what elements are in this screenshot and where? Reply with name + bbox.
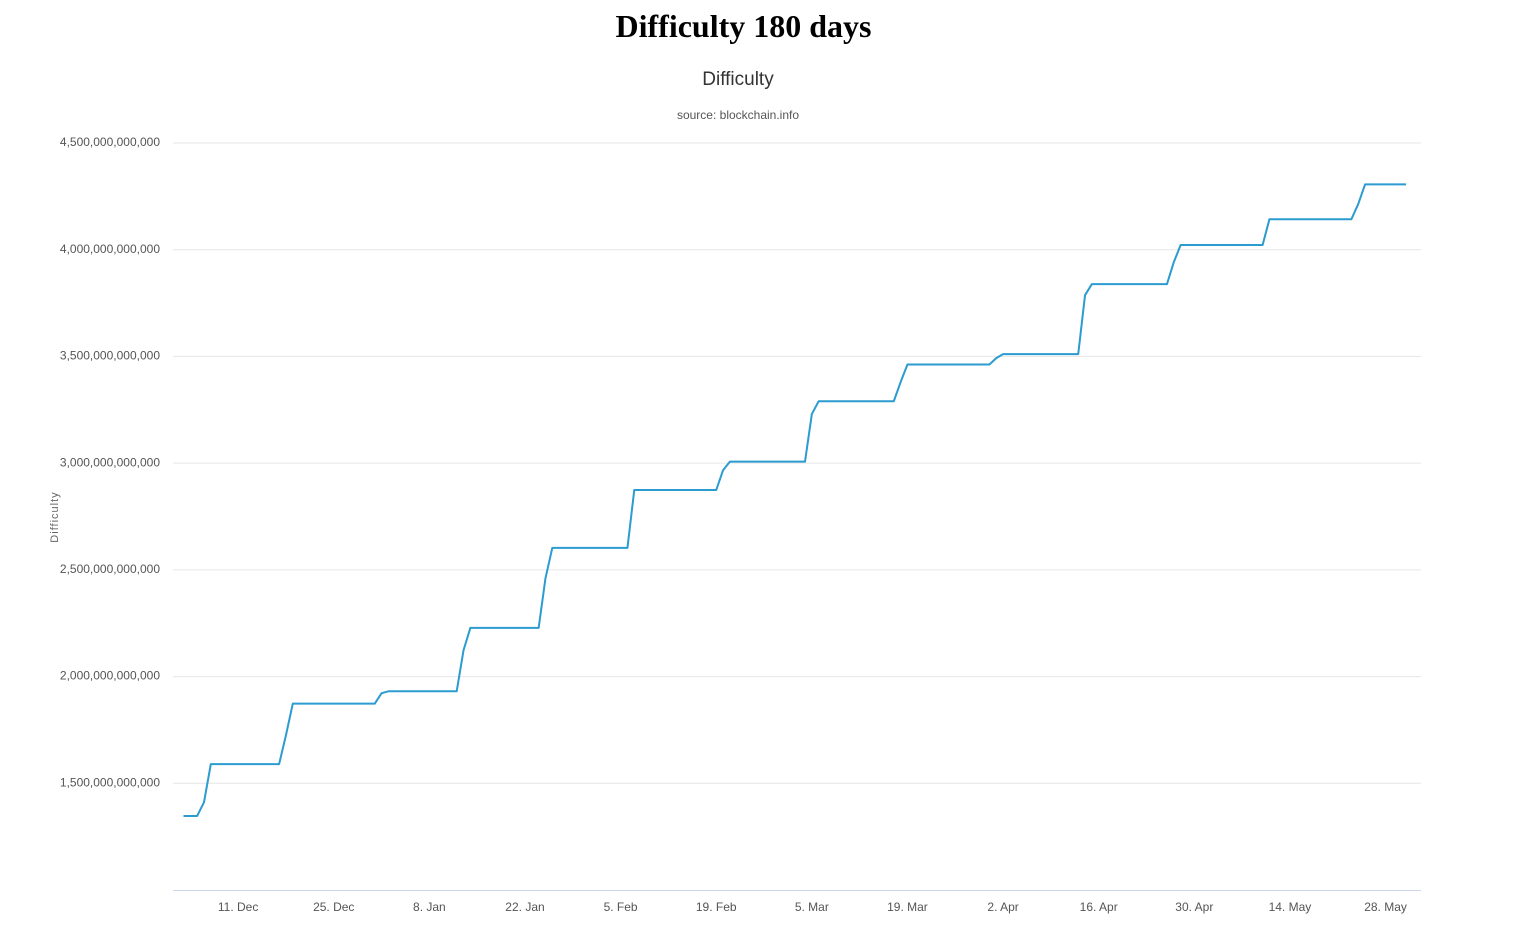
y-tick-label: 2,000,000,000,000 bbox=[60, 669, 160, 683]
y-tick-label: 2,500,000,000,000 bbox=[60, 562, 160, 576]
chart-subtitle: source: blockchain.info bbox=[677, 108, 799, 122]
x-tick-label: 8. Jan bbox=[413, 900, 446, 914]
x-tick-label: 5. Mar bbox=[795, 900, 829, 914]
x-tick-label: 11. Dec bbox=[218, 900, 258, 914]
y-tick-label: 3,000,000,000,000 bbox=[60, 455, 160, 469]
x-tick-label: 22. Jan bbox=[505, 900, 544, 914]
y-tick-label: 4,500,000,000,000 bbox=[60, 135, 160, 149]
x-tick-label: 25. Dec bbox=[313, 900, 354, 914]
x-tick-label: 19. Mar bbox=[887, 900, 928, 914]
y-tick-label: 4,000,000,000,000 bbox=[60, 242, 160, 256]
line-series bbox=[183, 183, 1407, 817]
page-heading: Difficulty 180 days bbox=[615, 8, 872, 44]
x-tick-label: 16. Apr bbox=[1080, 900, 1118, 914]
y-tick-label: 1,500,000,000,000 bbox=[60, 775, 160, 789]
chart-title: Difficulty bbox=[702, 69, 774, 90]
x-tick-label: 2. Apr bbox=[987, 900, 1018, 914]
x-tick-label: 19. Feb bbox=[696, 900, 737, 914]
x-tick-label: 5. Feb bbox=[604, 900, 638, 914]
x-tick-label: 30. Apr bbox=[1175, 900, 1213, 914]
x-tick-label: 14. May bbox=[1269, 900, 1312, 914]
y-tick-label: 3,500,000,000,000 bbox=[60, 349, 160, 363]
y-axis-label: Difficulty bbox=[49, 491, 61, 542]
x-tick-label: 28. May bbox=[1364, 900, 1407, 914]
